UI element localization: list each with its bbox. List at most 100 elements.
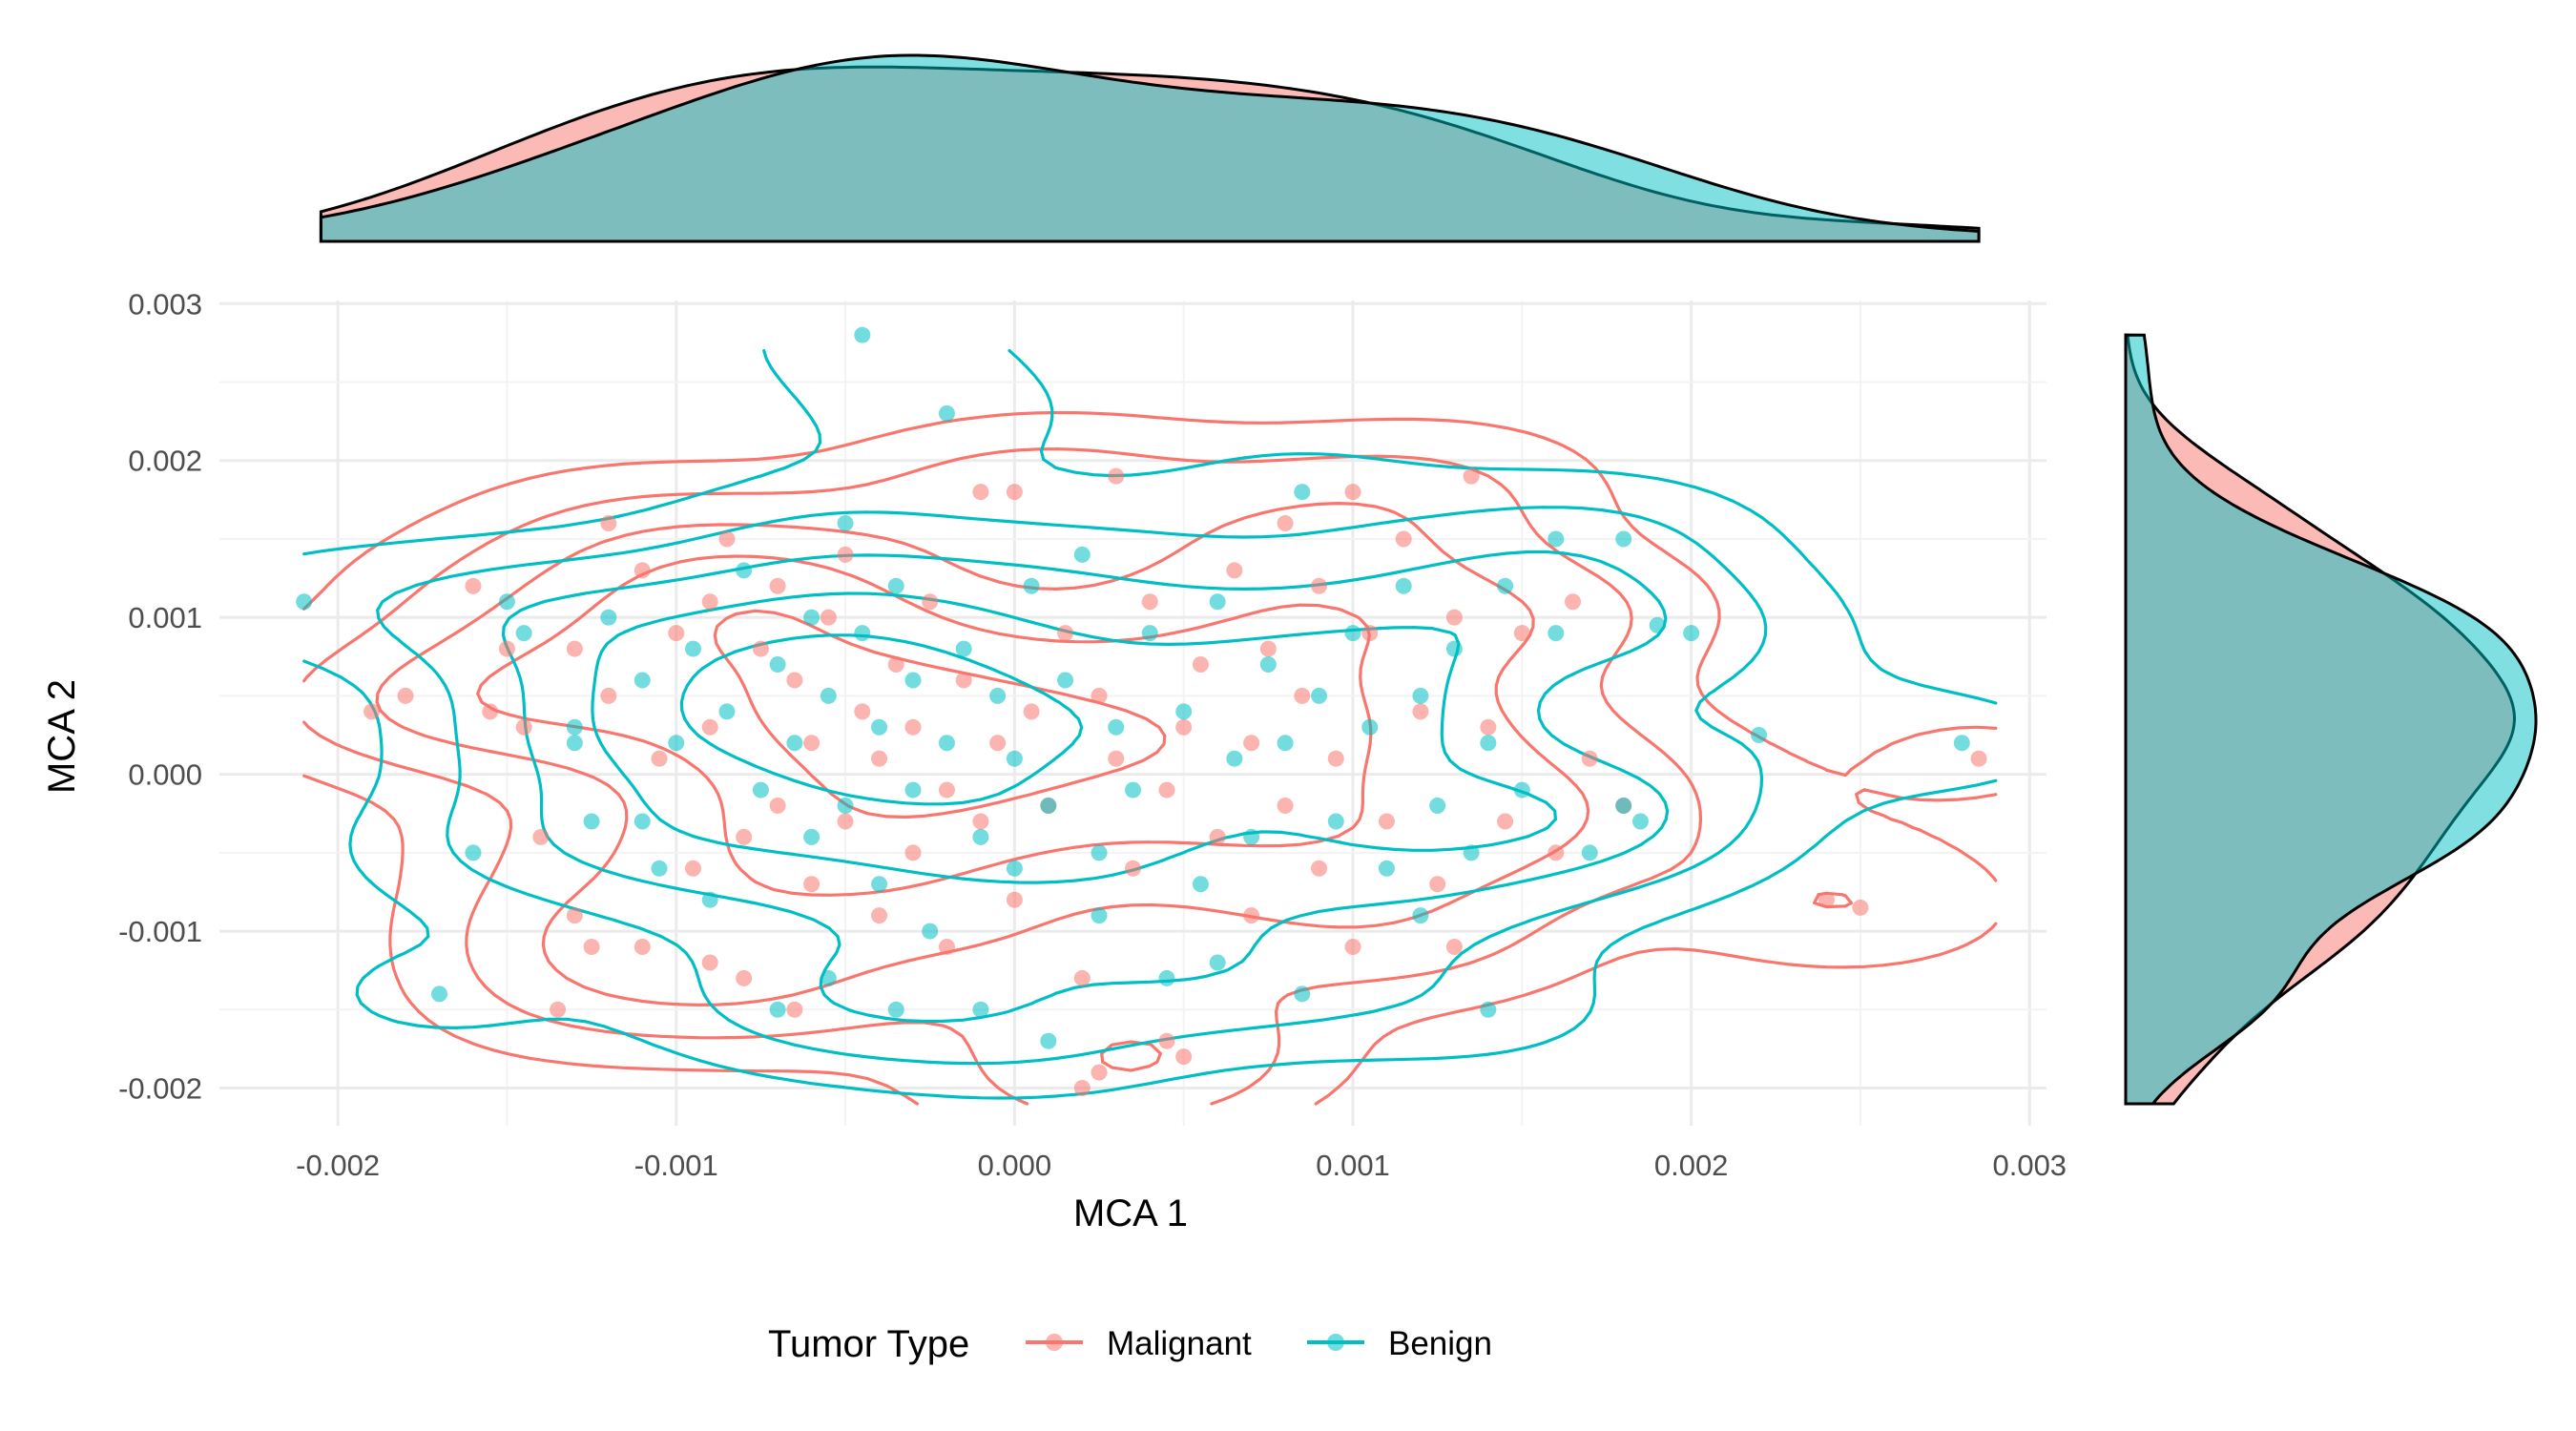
point-benign <box>1631 813 1649 830</box>
point-malignant <box>1108 467 1125 485</box>
point-malignant <box>718 530 736 548</box>
point-benign <box>1445 640 1463 657</box>
point-benign <box>1259 656 1277 674</box>
point-malignant <box>583 939 600 956</box>
point-malignant <box>1852 899 1869 916</box>
point-benign <box>566 735 583 752</box>
point-benign <box>938 735 955 752</box>
point-malignant <box>1361 625 1379 642</box>
point-malignant <box>972 813 989 830</box>
point-malignant <box>397 687 414 704</box>
point-malignant <box>1277 798 1294 815</box>
point-malignant <box>1565 593 1582 611</box>
point-malignant <box>1429 876 1446 893</box>
point-benign <box>854 625 871 642</box>
point-malignant <box>532 828 550 845</box>
point-malignant <box>550 1001 567 1018</box>
point-malignant <box>364 703 381 720</box>
point-benign <box>515 625 532 642</box>
point-malignant <box>482 703 499 720</box>
point-benign <box>938 404 955 422</box>
point-benign <box>431 985 448 1003</box>
point-malignant <box>1158 1032 1175 1049</box>
point-malignant <box>1259 640 1277 657</box>
point-malignant <box>786 672 803 689</box>
point-malignant <box>498 640 515 657</box>
point-benign <box>465 844 482 861</box>
point-benign <box>904 781 922 798</box>
x-tick-label: 0.001 <box>1316 1149 1390 1182</box>
y-axis-title: MCA 2 <box>41 679 83 794</box>
point-malignant <box>1243 735 1260 752</box>
point-benign <box>769 656 786 674</box>
point-benign <box>1006 860 1023 877</box>
point-benign <box>1344 625 1361 642</box>
point-malignant <box>1445 939 1463 956</box>
point-malignant <box>1006 484 1023 501</box>
point-benign <box>1513 781 1530 798</box>
x-tick-label: -0.002 <box>296 1149 380 1182</box>
point-malignant <box>871 907 888 924</box>
point-benign <box>718 703 736 720</box>
point-benign <box>1581 844 1598 861</box>
point-benign <box>1226 750 1243 767</box>
point-benign <box>1091 844 1108 861</box>
point-malignant <box>566 907 583 924</box>
point-benign <box>972 828 989 845</box>
point-malignant <box>769 577 786 594</box>
point-benign <box>1125 781 1141 798</box>
point-benign <box>989 687 1007 704</box>
point-benign <box>972 1001 989 1018</box>
point-benign <box>634 672 651 689</box>
point-malignant <box>701 954 718 971</box>
point-benign <box>1327 813 1344 830</box>
point-benign <box>668 735 685 752</box>
axis-ticks: -0.002 -0.001 0.000 0.001 0.002 0.003 -0.002 -0… <box>118 287 2067 1182</box>
y-tick-label: 0.000 <box>128 758 202 792</box>
point-benign <box>651 860 668 877</box>
point-benign <box>752 781 769 798</box>
point-benign <box>1615 798 1632 815</box>
point-benign <box>1158 969 1175 986</box>
point-benign <box>1023 577 1040 594</box>
top-density-benign <box>319 53 1981 243</box>
point-benign <box>887 577 904 594</box>
point-malignant <box>955 672 972 689</box>
point-malignant <box>1277 515 1294 532</box>
point-malignant <box>904 844 922 861</box>
point-malignant <box>1344 939 1361 956</box>
point-benign <box>854 326 871 343</box>
contour-malignant <box>713 609 1167 819</box>
point-malignant <box>938 939 955 956</box>
point-benign <box>1615 530 1632 548</box>
point-malignant <box>1158 781 1175 798</box>
point-malignant <box>1327 750 1344 767</box>
point-malignant <box>1226 562 1243 579</box>
point-benign <box>837 515 854 532</box>
point-benign <box>1649 616 1666 633</box>
point-benign <box>736 562 753 579</box>
point-benign <box>1006 750 1023 767</box>
point-benign <box>1361 718 1379 736</box>
contour-malignant <box>375 502 1590 1072</box>
point-malignant <box>1497 813 1514 830</box>
point-malignant <box>1192 656 1209 674</box>
point-malignant <box>837 546 854 563</box>
point-benign <box>1683 625 1700 642</box>
point-malignant <box>938 781 955 798</box>
point-benign <box>1480 735 1497 752</box>
point-malignant <box>972 484 989 501</box>
point-benign <box>498 593 515 611</box>
point-malignant <box>1073 1080 1091 1097</box>
contour-benign <box>376 506 1768 1066</box>
point-malignant <box>600 515 617 532</box>
point-benign <box>803 828 821 845</box>
point-malignant <box>1057 625 1074 642</box>
point-benign <box>1209 593 1226 611</box>
legend-label-benign: Benign <box>1388 1325 1492 1362</box>
point-malignant <box>1311 860 1328 877</box>
point-benign <box>1412 687 1429 704</box>
density-contours <box>302 349 1998 1106</box>
point-benign <box>600 609 617 626</box>
